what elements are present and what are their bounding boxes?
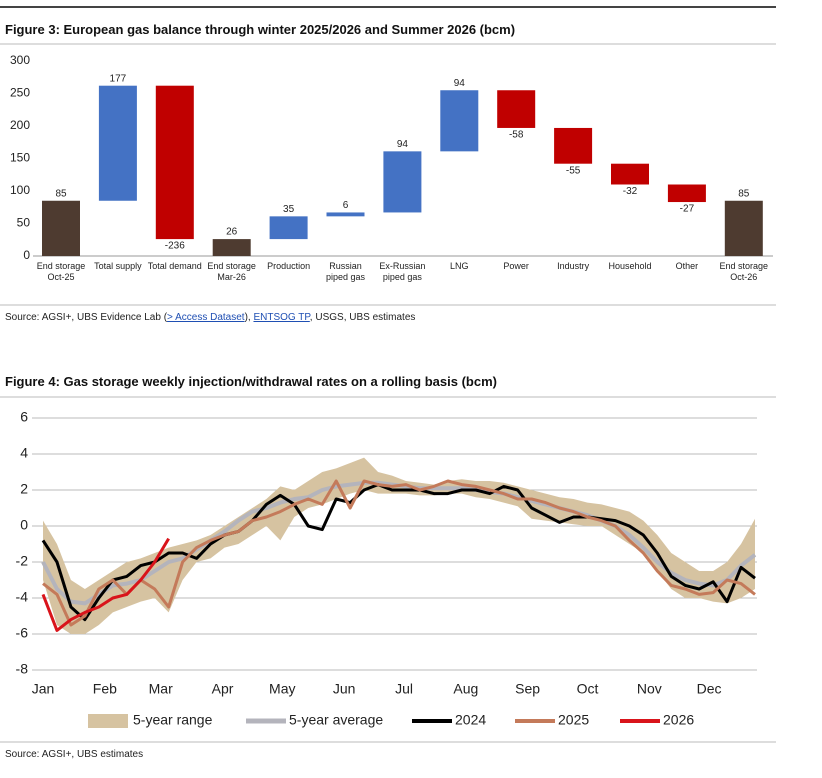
y-tick-label: 250 [10, 86, 30, 100]
y-tick-label: 300 [10, 53, 30, 67]
x-tick-label: LNG [450, 261, 469, 271]
y-tick-label: -6 [16, 625, 29, 641]
bar [98, 85, 137, 201]
legend-label: 5-year range [133, 712, 213, 728]
legend-swatch [88, 714, 128, 728]
value-label: 26 [226, 227, 238, 238]
source-link: ENTSOG TP [253, 312, 310, 323]
x-tick-label: Aug [453, 681, 478, 697]
value-label: -32 [623, 186, 638, 197]
y-tick-label: -2 [16, 553, 29, 569]
x-tick-label: End storage Oct-25 [36, 261, 86, 282]
legend-label: 2024 [455, 712, 486, 728]
bar [42, 200, 80, 256]
legend-label: 2025 [558, 712, 589, 728]
y-tick-label: 4 [20, 445, 28, 461]
value-label: 94 [397, 139, 409, 150]
x-tick-label: Nov [637, 681, 662, 697]
source-text: Source: AGSI+, UBS estimates [5, 749, 144, 760]
range-area [43, 457, 755, 634]
bar [383, 151, 422, 213]
source-text: Source: AGSI+, UBS Evidence Lab ( [5, 312, 168, 323]
x-tick-label: Total supply [94, 261, 142, 271]
series-line [42, 479, 756, 627]
source: Source: AGSI+, UBS Evidence Lab (> Acces… [5, 312, 415, 323]
y-tick-label: 100 [10, 183, 30, 197]
y-tick-label: 6 [20, 409, 28, 425]
source: Source: AGSI+, UBS estimates [5, 749, 143, 760]
x-tick-label: End storage Mar-26 [207, 261, 256, 282]
value-label: -55 [566, 165, 581, 176]
bar [611, 163, 649, 185]
bar [155, 85, 194, 240]
x-tick-label: Feb [93, 681, 117, 697]
x-tick-label: Household [608, 261, 652, 271]
bar [667, 184, 706, 203]
value-label: -236 [165, 241, 185, 252]
value-label: 94 [454, 78, 466, 89]
y-tick-label: 0 [23, 248, 30, 262]
value-label: 85 [55, 188, 67, 199]
series-line [41, 537, 170, 632]
x-tick-label: May [269, 681, 295, 697]
x-tick-label: Other [675, 261, 699, 271]
series-line [41, 483, 756, 622]
value-label: -27 [680, 204, 695, 215]
value-label: -58 [509, 130, 524, 141]
x-tick-label: Sep [515, 681, 540, 697]
x-tick-label: Power [503, 261, 529, 271]
bar [497, 90, 536, 128]
bar [269, 216, 308, 240]
legend-label: 5-year average [289, 712, 383, 728]
x-tick-label: Total demand [147, 261, 202, 271]
x-tick-label: End storage Oct-26 [719, 261, 769, 282]
legend-label: 2026 [663, 712, 694, 728]
y-tick-label: -8 [16, 661, 29, 677]
bar [326, 212, 365, 217]
x-tick-label: Production [267, 261, 311, 271]
bar [724, 200, 763, 256]
source-text: ), [244, 312, 254, 323]
x-tick-label: Oct [577, 681, 599, 697]
y-tick-label: 200 [10, 118, 30, 132]
x-tick-label: Jan [32, 681, 55, 697]
source-text: , USGS, UBS estimates [309, 312, 416, 323]
y-tick-label: 50 [17, 216, 31, 230]
y-tick-label: -4 [16, 589, 29, 605]
x-tick-label: Mar [149, 681, 173, 697]
chart-title: Figure 4: Gas storage weekly injection/w… [5, 374, 497, 389]
value-label: 177 [110, 73, 127, 84]
y-tick-label: 2 [20, 481, 28, 497]
x-tick-label: Apr [212, 681, 234, 697]
chart-title: Figure 3: European gas balance through w… [5, 22, 516, 37]
y-tick-label: 0 [20, 517, 28, 533]
bar [212, 239, 251, 256]
bar [554, 127, 593, 164]
bar [440, 90, 479, 152]
x-tick-label: Dec [697, 681, 722, 697]
value-label: 35 [283, 204, 295, 215]
source-link: > Access Dataset [167, 312, 245, 323]
x-tick-label: Jun [333, 681, 356, 697]
x-tick-label: Russian piped gas [325, 261, 366, 282]
x-tick-label: Industry [557, 261, 590, 271]
value-label: 6 [343, 200, 349, 211]
x-tick-label: Jul [395, 681, 413, 697]
x-tick-label: Ex-Russian piped gas [379, 261, 426, 282]
value-label: 85 [738, 188, 750, 199]
y-tick-label: 150 [10, 151, 30, 165]
